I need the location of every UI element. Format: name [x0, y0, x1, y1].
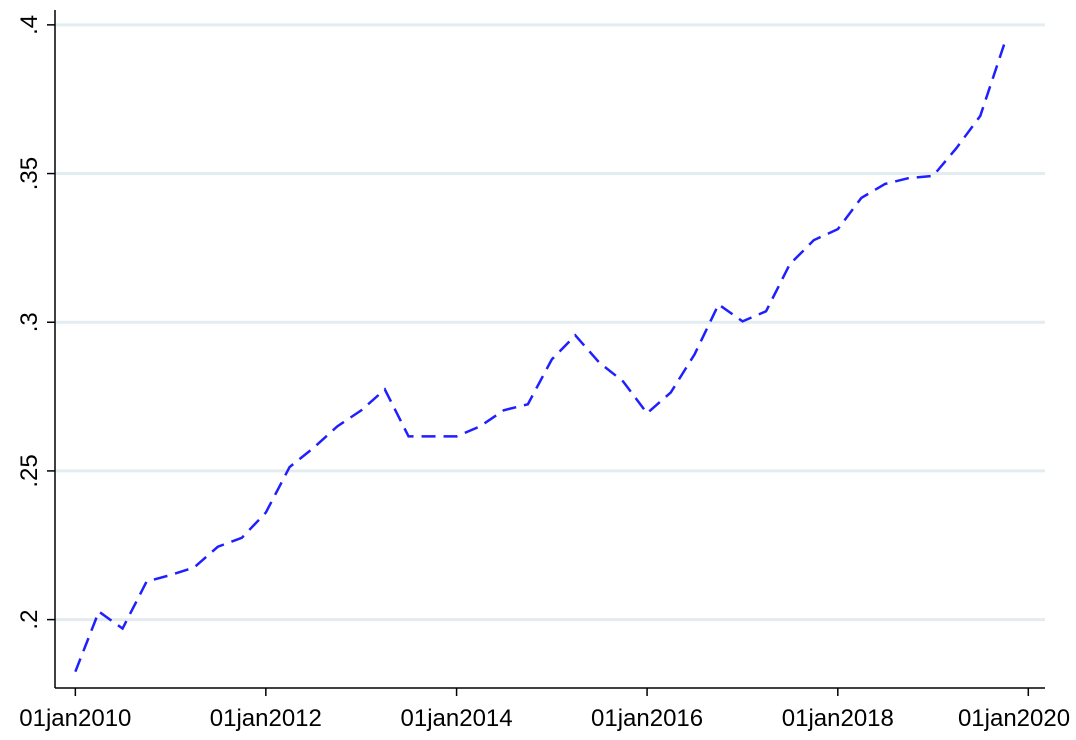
y-tick-label: .35	[16, 157, 43, 190]
x-tick-label: 01jan2018	[782, 705, 894, 732]
data-line	[74, 43, 1006, 673]
y-tick-label: .25	[16, 454, 43, 487]
x-tick-label: 01jan2016	[591, 705, 703, 732]
y-tick-label: .2	[16, 610, 43, 630]
y-tick-label: .3	[16, 312, 43, 332]
y-tick-label: .4	[16, 15, 43, 35]
x-tick-label: 01jan2020	[958, 705, 1070, 732]
x-tick-label: 01jan2012	[210, 705, 322, 732]
x-tick-label: 01jan2014	[401, 705, 513, 732]
x-tick-label: 01jan2010	[19, 705, 131, 732]
